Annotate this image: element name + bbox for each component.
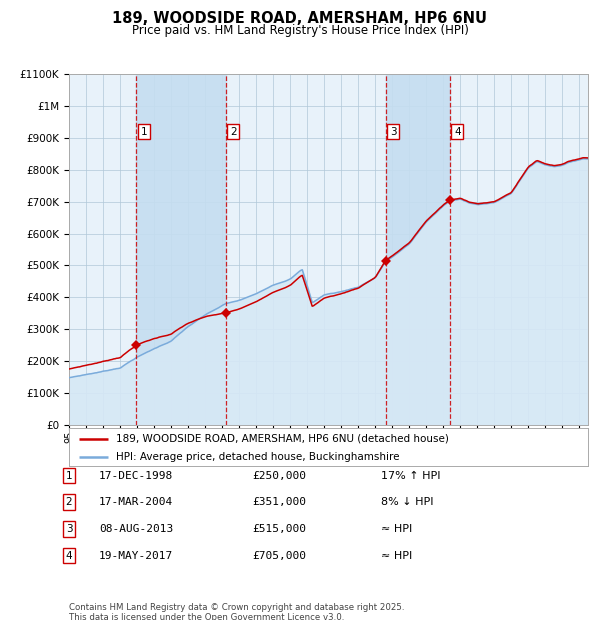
Bar <box>386 74 450 425</box>
Text: Contains HM Land Registry data © Crown copyright and database right 2025.
This d: Contains HM Land Registry data © Crown c… <box>69 603 404 620</box>
Text: ≈ HPI: ≈ HPI <box>381 524 412 534</box>
Text: £250,000: £250,000 <box>252 471 306 480</box>
Text: 8% ↓ HPI: 8% ↓ HPI <box>381 497 433 507</box>
Text: £515,000: £515,000 <box>252 524 306 534</box>
Text: £705,000: £705,000 <box>252 551 306 560</box>
Text: 4: 4 <box>454 126 461 137</box>
Text: 1: 1 <box>65 471 73 480</box>
Text: £351,000: £351,000 <box>252 497 306 507</box>
Bar <box>136 74 226 425</box>
Text: Price paid vs. HM Land Registry's House Price Index (HPI): Price paid vs. HM Land Registry's House … <box>131 24 469 37</box>
Text: 17-MAR-2004: 17-MAR-2004 <box>99 497 173 507</box>
Text: 08-AUG-2013: 08-AUG-2013 <box>99 524 173 534</box>
Text: 2: 2 <box>65 497 73 507</box>
Text: 19-MAY-2017: 19-MAY-2017 <box>99 551 173 560</box>
Text: 17% ↑ HPI: 17% ↑ HPI <box>381 471 440 480</box>
Text: 2: 2 <box>230 126 236 137</box>
Text: 3: 3 <box>390 126 397 137</box>
Text: 189, WOODSIDE ROAD, AMERSHAM, HP6 6NU: 189, WOODSIDE ROAD, AMERSHAM, HP6 6NU <box>113 11 487 26</box>
Text: 1: 1 <box>140 126 147 137</box>
Text: HPI: Average price, detached house, Buckinghamshire: HPI: Average price, detached house, Buck… <box>116 451 399 462</box>
Text: ≈ HPI: ≈ HPI <box>381 551 412 560</box>
Text: 3: 3 <box>65 524 73 534</box>
Text: 189, WOODSIDE ROAD, AMERSHAM, HP6 6NU (detached house): 189, WOODSIDE ROAD, AMERSHAM, HP6 6NU (d… <box>116 433 449 443</box>
Text: 17-DEC-1998: 17-DEC-1998 <box>99 471 173 480</box>
Text: 4: 4 <box>65 551 73 560</box>
